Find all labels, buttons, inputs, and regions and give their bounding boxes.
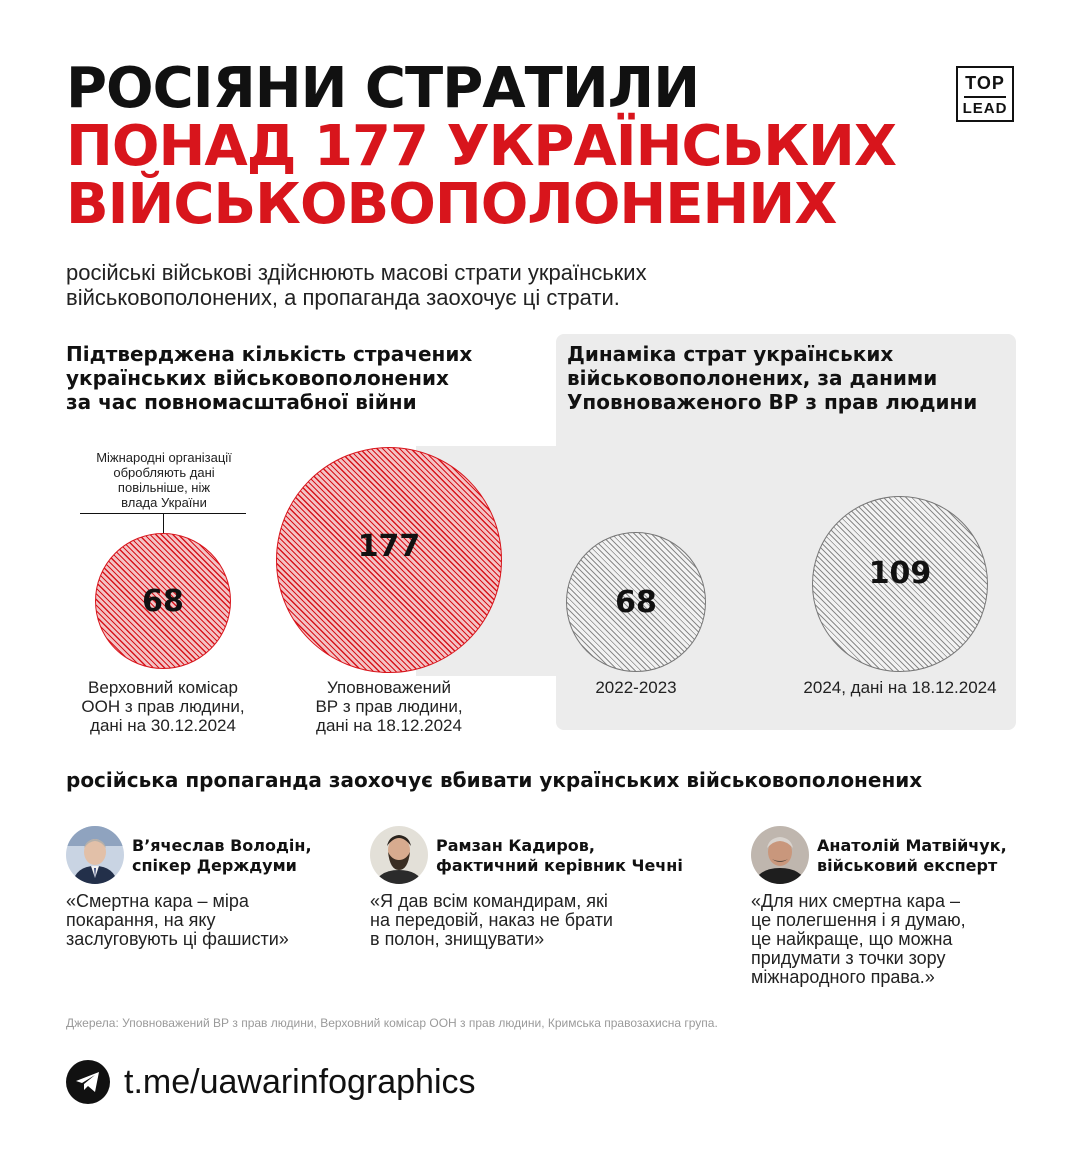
kadyrov-name: Рамзан Кадиров, фактичний керівник Чечні (436, 836, 706, 876)
subtitle: російські військові здійснюють масові ст… (66, 260, 826, 310)
telegram-icon[interactable] (66, 1060, 110, 1104)
heading-line: Динаміка страт українських (567, 342, 894, 366)
propaganda-heading: російська пропаганда заохочує вбивати ук… (66, 768, 923, 792)
quote-line: це полегшення і я думаю, (751, 910, 966, 930)
heading-line: українських військовополонених (66, 366, 449, 390)
label-2022-2023: 2022-2023 (595, 678, 677, 697)
name-line: В’ячеслав Володін, (132, 836, 312, 855)
name-line: Рамзан Кадиров, (436, 836, 595, 855)
quote-line: міжнародного права.» (751, 967, 935, 987)
note-line: Міжнародні організації (96, 450, 232, 465)
label-line: ВР з прав людини, (315, 697, 463, 716)
un-value: 68 (142, 583, 184, 619)
quote-line: в полон, знищувати» (370, 929, 545, 949)
name-line: спікер Держдуми (132, 856, 297, 875)
quote-line: «Смертна кара – міра (66, 891, 249, 911)
portrait-icon (751, 826, 809, 884)
circle-2024: 109 (812, 496, 988, 672)
ombudsman-label: Уповноважений ВР з прав людини, дані на … (282, 678, 496, 735)
heading-line: Підтверджена кількість страчених (66, 342, 473, 366)
label-line: ООН з прав людини, (81, 697, 245, 716)
portrait-icon (370, 826, 428, 884)
sources-text: Джерела: Уповноважений ВР з прав людини,… (66, 1016, 718, 1030)
ombudsman-circle: 177 (276, 447, 502, 673)
volodin-quote: «Смертна кара – міра покарання, на яку з… (66, 892, 356, 949)
toplead-logo: TOP LEAD (956, 66, 1014, 122)
quote-line: покарання, на яку (66, 910, 216, 930)
quote-line: «Я дав всім командирам, які (370, 891, 608, 911)
confirmed-heading: Підтверджена кількість страчених українс… (66, 342, 536, 414)
volodin-avatar (66, 826, 124, 884)
name-line: військовий експерт (817, 856, 998, 875)
note-line: влада України (121, 495, 207, 510)
label-2024: 2024, дані на 18.12.2024 (803, 678, 997, 697)
heading-line: за час повномасштабної війни (66, 390, 417, 414)
name-line: фактичний керівник Чечні (436, 856, 683, 875)
portrait-icon (66, 826, 124, 884)
circle-2022-2023: 68 (566, 532, 706, 672)
subtitle-line: військовополонених, а пропаганда заохочу… (66, 285, 620, 310)
dynamics-heading: Динаміка страт українських військовополо… (567, 342, 1012, 414)
un-circle: 68 (95, 533, 231, 669)
note-connector (163, 513, 164, 535)
value-2022-2023: 68 (615, 584, 657, 620)
volodin-name: В’ячеслав Володін, спікер Держдуми (132, 836, 342, 876)
quote-line: на передовій, наказ не брати (370, 910, 613, 930)
intl-orgs-note: Міжнародні організації обробляють дані п… (76, 450, 252, 510)
label-line: Верховний комісар (88, 678, 238, 697)
title-line-3: ВІЙСЬКОВОПОЛОНЕНИХ (66, 172, 837, 237)
quote-line: придумати з точки зору (751, 948, 946, 968)
quote-line: заслуговують ці фашисти» (66, 929, 289, 949)
value-2024: 109 (868, 555, 932, 591)
un-label: Верховний комісар ООН з прав людини, дан… (56, 678, 270, 735)
paper-plane-icon (76, 1072, 99, 1092)
heading-line: Уповноваженого ВР з прав людини (567, 390, 978, 414)
kadyrov-quote: «Я дав всім командирам, які на передовій… (370, 892, 670, 949)
logo-divider (964, 96, 1006, 98)
ombudsman-value: 177 (357, 528, 421, 564)
logo-bottom-text: LEAD (962, 100, 1008, 117)
title-line-2: ПОНАД 177 УКРАЇНСЬКИХ (66, 114, 897, 179)
name-line: Анатолій Матвійчук, (817, 836, 1007, 855)
subtitle-line: російські військові здійснюють масові ст… (66, 260, 647, 285)
kadyrov-avatar (370, 826, 428, 884)
label-line: Уповноважений (326, 678, 452, 697)
heading-line: військовополонених, за даними (567, 366, 938, 390)
logo-top-text: TOP (965, 73, 1005, 93)
matviychuk-avatar (751, 826, 809, 884)
note-line: обробляють дані (113, 465, 215, 480)
title-line-1: РОСІЯНИ СТРАТИЛИ (66, 56, 700, 121)
label-line: дані на 18.12.2024 (316, 716, 462, 735)
label-line: дані на 30.12.2024 (90, 716, 236, 735)
matviychuk-quote: «Для них смертна кара – це полегшення і … (751, 892, 1021, 987)
note-line: повільніше, ніж (117, 480, 211, 495)
matviychuk-name: Анатолій Матвійчук, військовий експерт (817, 836, 1027, 876)
quote-line: це найкраще, що можна (751, 929, 953, 949)
telegram-link[interactable]: t.me/uawarinfographics (124, 1063, 476, 1101)
quote-line: «Для них смертна кара – (751, 891, 960, 911)
